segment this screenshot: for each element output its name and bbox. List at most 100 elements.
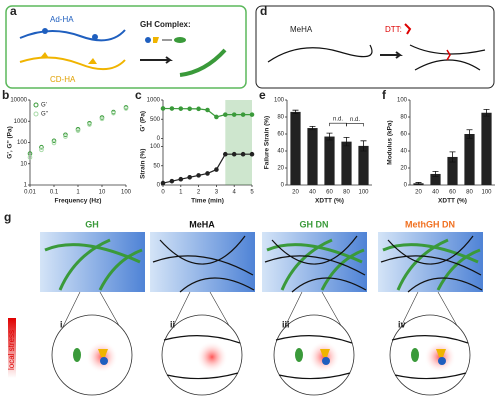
y-tick-label: 40 [400, 149, 407, 155]
panel-label: a [10, 4, 17, 18]
ad-group [42, 28, 48, 34]
point [214, 114, 219, 120]
error-bar [343, 137, 350, 147]
x-tick-label: 40 [309, 190, 316, 196]
point [160, 180, 166, 186]
x-axis-label: Time (min) [191, 198, 224, 205]
stress-bar [8, 318, 16, 378]
point [196, 173, 201, 178]
point [123, 106, 129, 111]
label: MeHA [290, 25, 313, 34]
error-bar [292, 109, 299, 114]
y-tick-label: 500 [150, 117, 161, 123]
cd-icon [320, 349, 330, 357]
y-tick-label: 0 [404, 183, 408, 189]
panel-label: f [382, 88, 387, 102]
point [169, 178, 175, 184]
point [87, 122, 92, 127]
bar [290, 111, 301, 185]
polymer [19, 56, 126, 71]
icon [153, 37, 159, 43]
y-tick-label: 20 [400, 166, 407, 172]
g-title: GH [85, 219, 99, 229]
chain [163, 335, 241, 380]
y-tick-label: 40 [277, 149, 284, 155]
ad-icon [438, 357, 446, 365]
chain [391, 335, 469, 380]
y-tick-label: 100 [17, 140, 28, 146]
x-tick-label: 5 [250, 190, 254, 196]
x-tick-label: 80 [343, 190, 350, 196]
legend-marker [33, 102, 39, 108]
bar [464, 134, 475, 185]
chain [275, 335, 353, 380]
y-tick-label: 0 [281, 183, 285, 189]
x-axis-label: Frequency (Hz) [55, 198, 102, 205]
ad-icon [100, 357, 108, 365]
x-tick-label: 40 [432, 190, 439, 196]
point [99, 116, 105, 122]
highlight [225, 100, 252, 185]
point [205, 107, 210, 113]
arrow [140, 56, 173, 64]
point [51, 140, 57, 146]
roman: i [60, 319, 63, 329]
annotation: n.d. [333, 117, 343, 123]
y-tick-label: 60 [400, 132, 407, 138]
y-tick-label: 0 [157, 136, 161, 142]
x-tick-label: 0.1 [50, 190, 59, 196]
legend-label: G'' [41, 112, 48, 118]
y-axis-label: Modulus (kPa) [387, 120, 394, 164]
g-title: MeHA [189, 219, 215, 229]
annotation: n.d. [350, 117, 360, 123]
panel-a-frame [5, 5, 247, 89]
bracket [329, 122, 347, 127]
x-tick-label: 0.01 [24, 190, 36, 196]
point [240, 151, 246, 157]
point [169, 106, 175, 111]
bar [447, 156, 458, 185]
point [196, 106, 201, 112]
g-title: MethGH DN [405, 219, 455, 229]
x-tick-label: 60 [326, 190, 333, 196]
x-tick-label: 100 [481, 190, 492, 196]
point [240, 112, 246, 117]
bar [481, 112, 492, 185]
error-bar [466, 129, 473, 139]
x-tick-label: 0 [161, 190, 165, 196]
point [178, 176, 184, 182]
x-tick-label: 4 [233, 190, 237, 196]
panel-label: g [4, 210, 11, 224]
roman: iii [282, 319, 290, 329]
x-tick-label: 80 [466, 190, 473, 196]
error-bar [432, 171, 439, 177]
polymer [19, 29, 126, 42]
ad-group [92, 34, 98, 40]
label: local stress [7, 330, 16, 370]
point [63, 132, 68, 138]
gh-network [382, 238, 481, 291]
y-axis-label: G' (Pa) [140, 111, 147, 132]
legend-label: G' [41, 103, 47, 109]
point [249, 112, 255, 117]
dtt-icon [404, 23, 412, 35]
bar [324, 136, 335, 185]
cd-icon [436, 349, 446, 357]
y2-tick-label: 100 [150, 144, 161, 150]
gh-network [44, 238, 143, 291]
bar [358, 145, 369, 185]
point [27, 155, 33, 160]
crosslink [446, 49, 451, 61]
error-bar [483, 108, 490, 117]
meha-network [152, 235, 255, 293]
error-bar [326, 132, 333, 141]
y-axis-label: Failure Strain (%) [264, 116, 271, 169]
panel-label: d [260, 4, 267, 18]
label: GH Complex: [140, 20, 191, 29]
point [205, 171, 210, 176]
bar [341, 141, 352, 185]
gh-network [266, 238, 365, 291]
gh-fiber [179, 48, 227, 77]
